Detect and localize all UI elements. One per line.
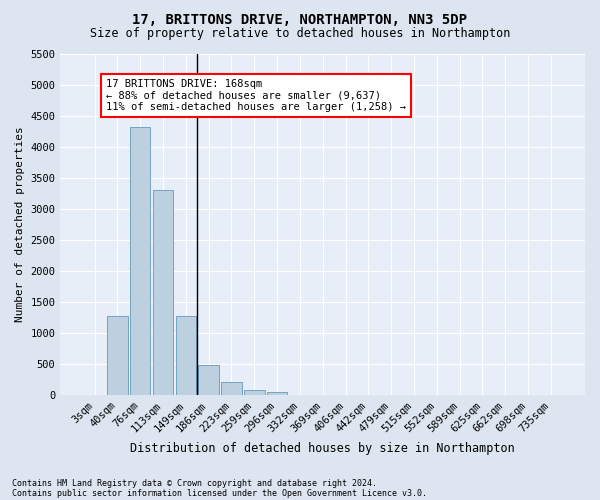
Text: Contains HM Land Registry data © Crown copyright and database right 2024.: Contains HM Land Registry data © Crown c… — [12, 478, 377, 488]
Bar — [107, 316, 128, 395]
Bar — [199, 365, 219, 395]
Bar — [130, 127, 151, 395]
Bar — [153, 190, 173, 395]
Text: 17 BRITTONS DRIVE: 168sqm
← 88% of detached houses are smaller (9,637)
11% of se: 17 BRITTONS DRIVE: 168sqm ← 88% of detac… — [106, 79, 406, 112]
Bar — [221, 382, 242, 395]
Bar — [267, 392, 287, 395]
Y-axis label: Number of detached properties: Number of detached properties — [15, 126, 25, 322]
X-axis label: Distribution of detached houses by size in Northampton: Distribution of detached houses by size … — [130, 442, 515, 455]
Bar — [244, 390, 265, 395]
Text: Contains public sector information licensed under the Open Government Licence v3: Contains public sector information licen… — [12, 488, 427, 498]
Bar — [176, 316, 196, 395]
Text: 17, BRITTONS DRIVE, NORTHAMPTON, NN3 5DP: 17, BRITTONS DRIVE, NORTHAMPTON, NN3 5DP — [133, 12, 467, 26]
Text: Size of property relative to detached houses in Northampton: Size of property relative to detached ho… — [90, 28, 510, 40]
